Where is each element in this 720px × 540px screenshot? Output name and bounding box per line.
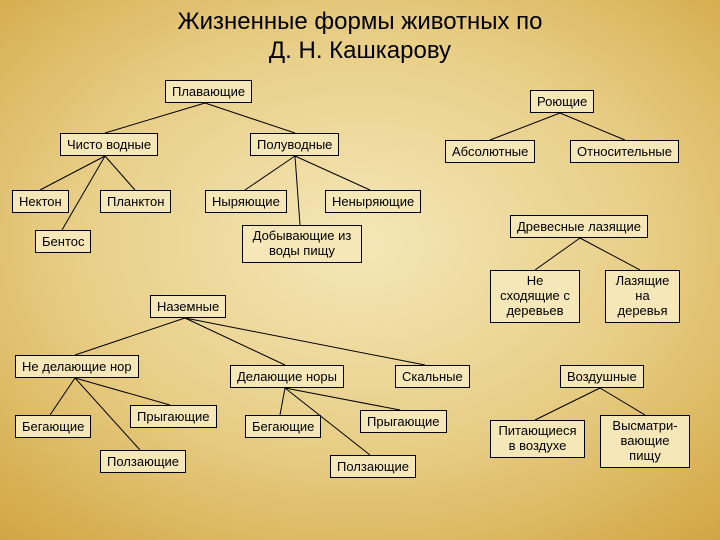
node-arboreal: Древесные лазящие [510,215,648,238]
node-rocky: Скальные [395,365,470,388]
node-climbing-trees: Лазящие на деревья [605,270,680,323]
node-food-from-water: Добывающие из воды пищу [242,225,362,263]
node-nekton: Нектон [12,190,69,213]
node-jumping1: Прыгающие [130,405,217,428]
node-crawling1: Ползающие [100,450,186,473]
node-no-burrows: Не делающие нор [15,355,139,378]
title-line-2: Д. Н. Кашкарову [269,37,451,64]
node-not-leaving-trees: Не сходящие с деревьев [490,270,580,323]
node-jumping2: Прыгающие [360,410,447,433]
node-semi-aquatic: Полуводные [250,133,339,156]
node-terrestrial: Наземные [150,295,226,318]
node-making-burrows: Делающие норы [230,365,344,388]
node-benthos: Бентос [35,230,91,253]
page-title: Жизненные формы животных по Д. Н. Кашкар… [0,8,720,66]
title-line-1: Жизненные формы животных по [177,8,542,35]
node-relative: Относительные [570,140,679,163]
node-looking-for-food: Высматри-вающие пищу [600,415,690,468]
node-feeding-in-air: Питающиеся в воздухе [490,420,585,458]
node-digging: Роющие [530,90,594,113]
node-aerial: Воздушные [560,365,644,388]
node-non-diving: Неныряющие [325,190,421,213]
node-running1: Бегающие [15,415,91,438]
node-pure-aquatic: Чисто водные [60,133,158,156]
node-running2: Бегающие [245,415,321,438]
node-diving: Ныряющие [205,190,287,213]
node-crawling2: Ползающие [330,455,416,478]
node-swimming: Плавающие [165,80,252,103]
node-plankton: Планктон [100,190,171,213]
node-absolute: Абсолютные [445,140,535,163]
